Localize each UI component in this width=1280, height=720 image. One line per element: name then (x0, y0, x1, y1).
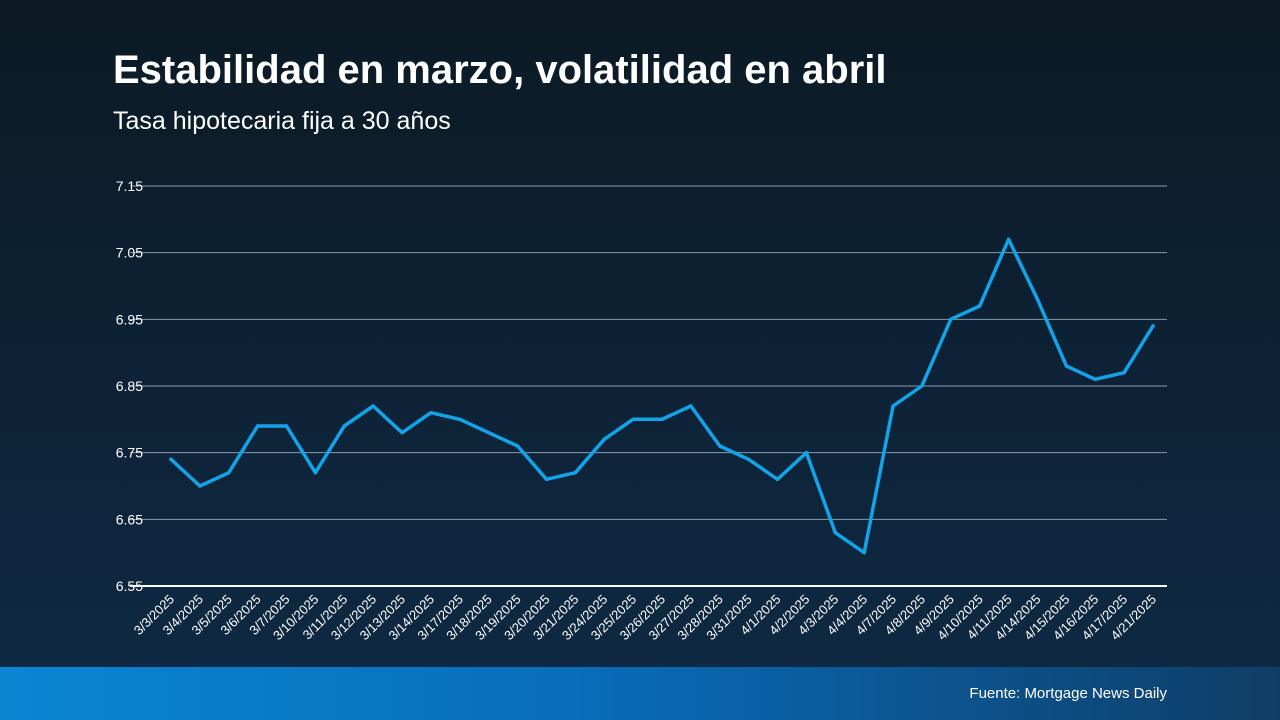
series-line (169, 237, 1155, 555)
data-point (718, 444, 722, 448)
data-point (833, 530, 837, 535)
data-point (1151, 324, 1155, 328)
data-point (1064, 364, 1069, 368)
data-point (660, 417, 664, 422)
chart-title: Estabilidad en marzo, volatilidad en abr… (113, 48, 887, 92)
data-point (487, 430, 491, 435)
data-point (920, 384, 924, 388)
y-axis-tick-labels: 6.55 6.65 6.75 6.85 6.95 7.05 7.15 (116, 178, 143, 594)
data-point (602, 437, 606, 442)
data-point (400, 430, 404, 435)
data-point (515, 444, 520, 448)
data-point (1006, 237, 1011, 242)
line-chart: 6.55 6.65 6.75 6.85 6.95 7.05 7.15 3/3/20253/4… (116, 178, 1167, 644)
data-point (313, 470, 318, 475)
data-point (1093, 377, 1097, 382)
y-tick-label: 7.15 (116, 178, 143, 194)
data-point (169, 457, 173, 462)
data-point (1035, 297, 1040, 302)
y-tick-label: 7.05 (116, 245, 143, 261)
data-point (429, 410, 433, 415)
data-point (978, 304, 982, 308)
data-point (342, 424, 346, 428)
data-point (891, 404, 895, 408)
data-point (371, 404, 375, 408)
data-point (689, 404, 693, 408)
y-tick-label: 6.55 (116, 578, 143, 594)
data-point (746, 457, 751, 462)
y-tick-label: 6.75 (116, 445, 143, 461)
source-note: Fuente: Mortgage News Daily (969, 685, 1167, 702)
series (169, 237, 1155, 555)
y-tick-label: 6.95 (116, 311, 143, 327)
data-point (227, 470, 231, 475)
data-point (458, 417, 462, 422)
chart-subtitle: Tasa hipotecaria fija a 30 años (113, 107, 451, 135)
data-point (255, 424, 260, 428)
data-point (284, 424, 289, 428)
data-point (949, 317, 953, 322)
data-point (544, 477, 549, 482)
data-point (1122, 370, 1126, 375)
data-point (573, 470, 578, 475)
data-point (862, 550, 866, 555)
data-point (198, 484, 202, 488)
footer-bar: Fuente: Mortgage News Daily (0, 667, 1280, 720)
data-point (804, 450, 809, 455)
data-point (631, 417, 635, 422)
x-axis-tick-labels: 3/3/20253/4/20253/5/20253/6/20253/7/2025… (131, 592, 1159, 644)
data-point (775, 477, 780, 482)
y-tick-label: 6.65 (116, 511, 143, 527)
y-tick-label: 6.85 (116, 378, 143, 394)
